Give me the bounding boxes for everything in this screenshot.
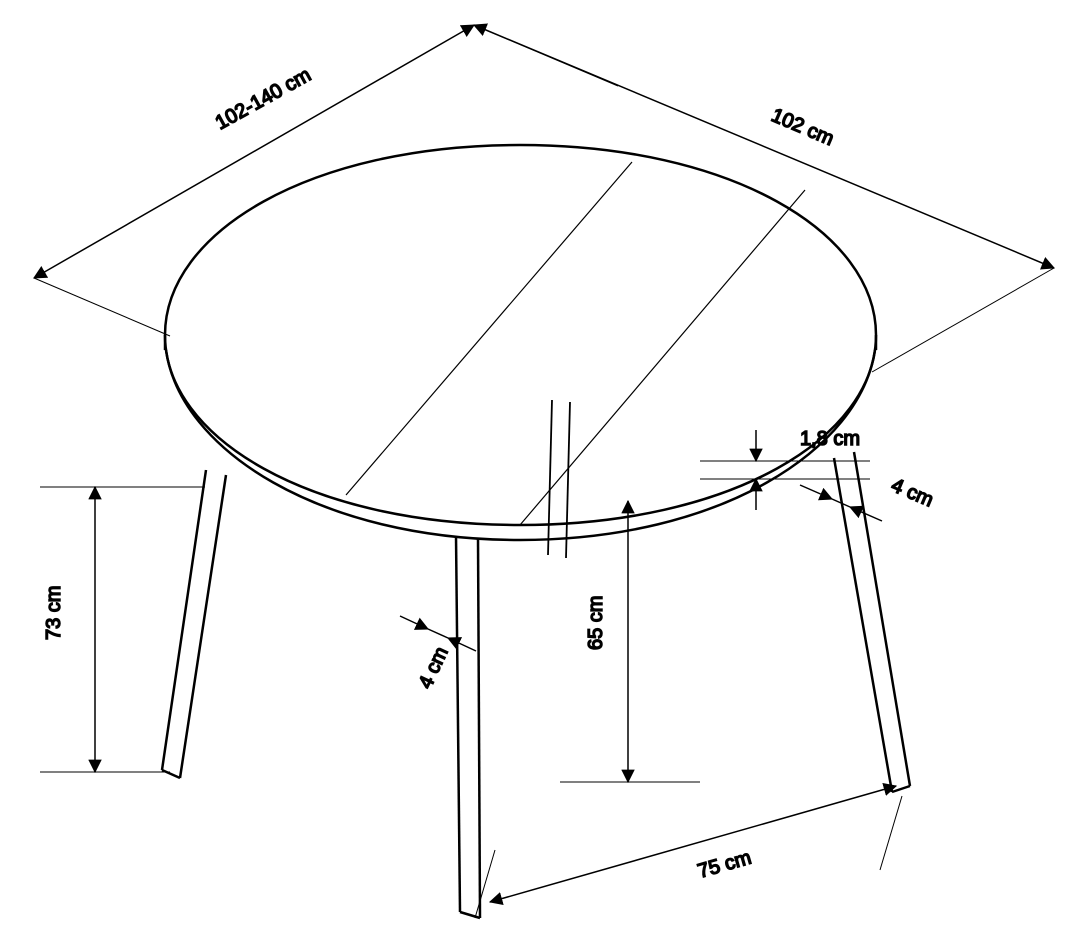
- dim-leg-span-label: 75 cm: [695, 847, 753, 883]
- dim-leg-width-front-label: 4 cm: [415, 644, 453, 693]
- dim-leg-span: 75 cm: [475, 786, 902, 918]
- legs: [162, 400, 910, 918]
- dim-height-total: 73 cm: [40, 487, 205, 772]
- dim-leg-width-front: 4 cm: [400, 616, 476, 692]
- dim-thickness: 1,8 cm: [700, 428, 870, 510]
- dim-width-label: 102 cm: [768, 104, 837, 150]
- dim-leg-width-right: 4 cm: [800, 474, 937, 521]
- dim-leg-width-right-label: 4 cm: [888, 474, 936, 511]
- tabletop: [165, 145, 876, 540]
- dim-height-under: 65 cm: [560, 501, 700, 782]
- seam-1: [346, 162, 632, 495]
- dim-height-total-label: 73 cm: [43, 586, 65, 640]
- dim-length: 102-140 cm: [34, 25, 618, 336]
- dimensions: 102-140 cm 102 cm 73 cm 65 cm 1,8 c: [34, 25, 1054, 918]
- tabletop-outline-top: [165, 145, 876, 525]
- seam-2: [520, 190, 805, 525]
- table-dimension-diagram: 102-140 cm 102 cm 73 cm 65 cm 1,8 c: [0, 0, 1081, 934]
- leg-front-left: [162, 470, 226, 778]
- dim-width: 102 cm: [474, 25, 1054, 372]
- dim-thickness-label: 1,8 cm: [800, 428, 860, 450]
- leg-back-right: [834, 452, 910, 792]
- dim-height-under-label: 65 cm: [585, 596, 607, 650]
- leg-front-center: [456, 536, 480, 918]
- tabletop-edge: [166, 350, 875, 540]
- dim-length-label: 102-140 cm: [212, 64, 315, 134]
